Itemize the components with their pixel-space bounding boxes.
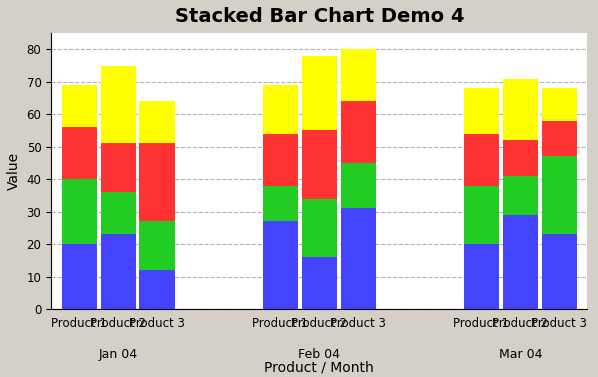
- Bar: [464, 186, 499, 244]
- Bar: [62, 85, 97, 127]
- Bar: [464, 244, 499, 309]
- Bar: [464, 88, 499, 134]
- Bar: [263, 85, 298, 134]
- Bar: [542, 156, 577, 234]
- Bar: [301, 130, 337, 199]
- Bar: [301, 56, 337, 130]
- Bar: [139, 270, 175, 309]
- Bar: [341, 163, 376, 208]
- Y-axis label: Value: Value: [7, 152, 21, 190]
- Bar: [341, 49, 376, 101]
- Bar: [464, 134, 499, 186]
- Bar: [139, 144, 175, 221]
- Bar: [100, 234, 136, 309]
- Bar: [542, 88, 577, 121]
- Bar: [503, 215, 538, 309]
- Bar: [542, 234, 577, 309]
- Bar: [503, 140, 538, 176]
- Bar: [139, 101, 175, 144]
- Title: Stacked Bar Chart Demo 4: Stacked Bar Chart Demo 4: [175, 7, 464, 26]
- Bar: [263, 186, 298, 221]
- Bar: [139, 221, 175, 270]
- Bar: [62, 179, 97, 244]
- Bar: [62, 244, 97, 309]
- Bar: [301, 257, 337, 309]
- Bar: [100, 144, 136, 192]
- Bar: [100, 192, 136, 234]
- Bar: [503, 78, 538, 140]
- Bar: [542, 121, 577, 156]
- Text: Feb 04: Feb 04: [298, 348, 340, 361]
- Bar: [341, 101, 376, 163]
- Bar: [100, 66, 136, 144]
- Bar: [62, 127, 97, 179]
- Bar: [301, 199, 337, 257]
- Bar: [263, 221, 298, 309]
- Bar: [503, 176, 538, 215]
- X-axis label: Product / Month: Product / Month: [264, 360, 374, 374]
- Text: Mar 04: Mar 04: [499, 348, 542, 361]
- Text: Jan 04: Jan 04: [99, 348, 138, 361]
- Bar: [263, 134, 298, 186]
- Bar: [341, 208, 376, 309]
